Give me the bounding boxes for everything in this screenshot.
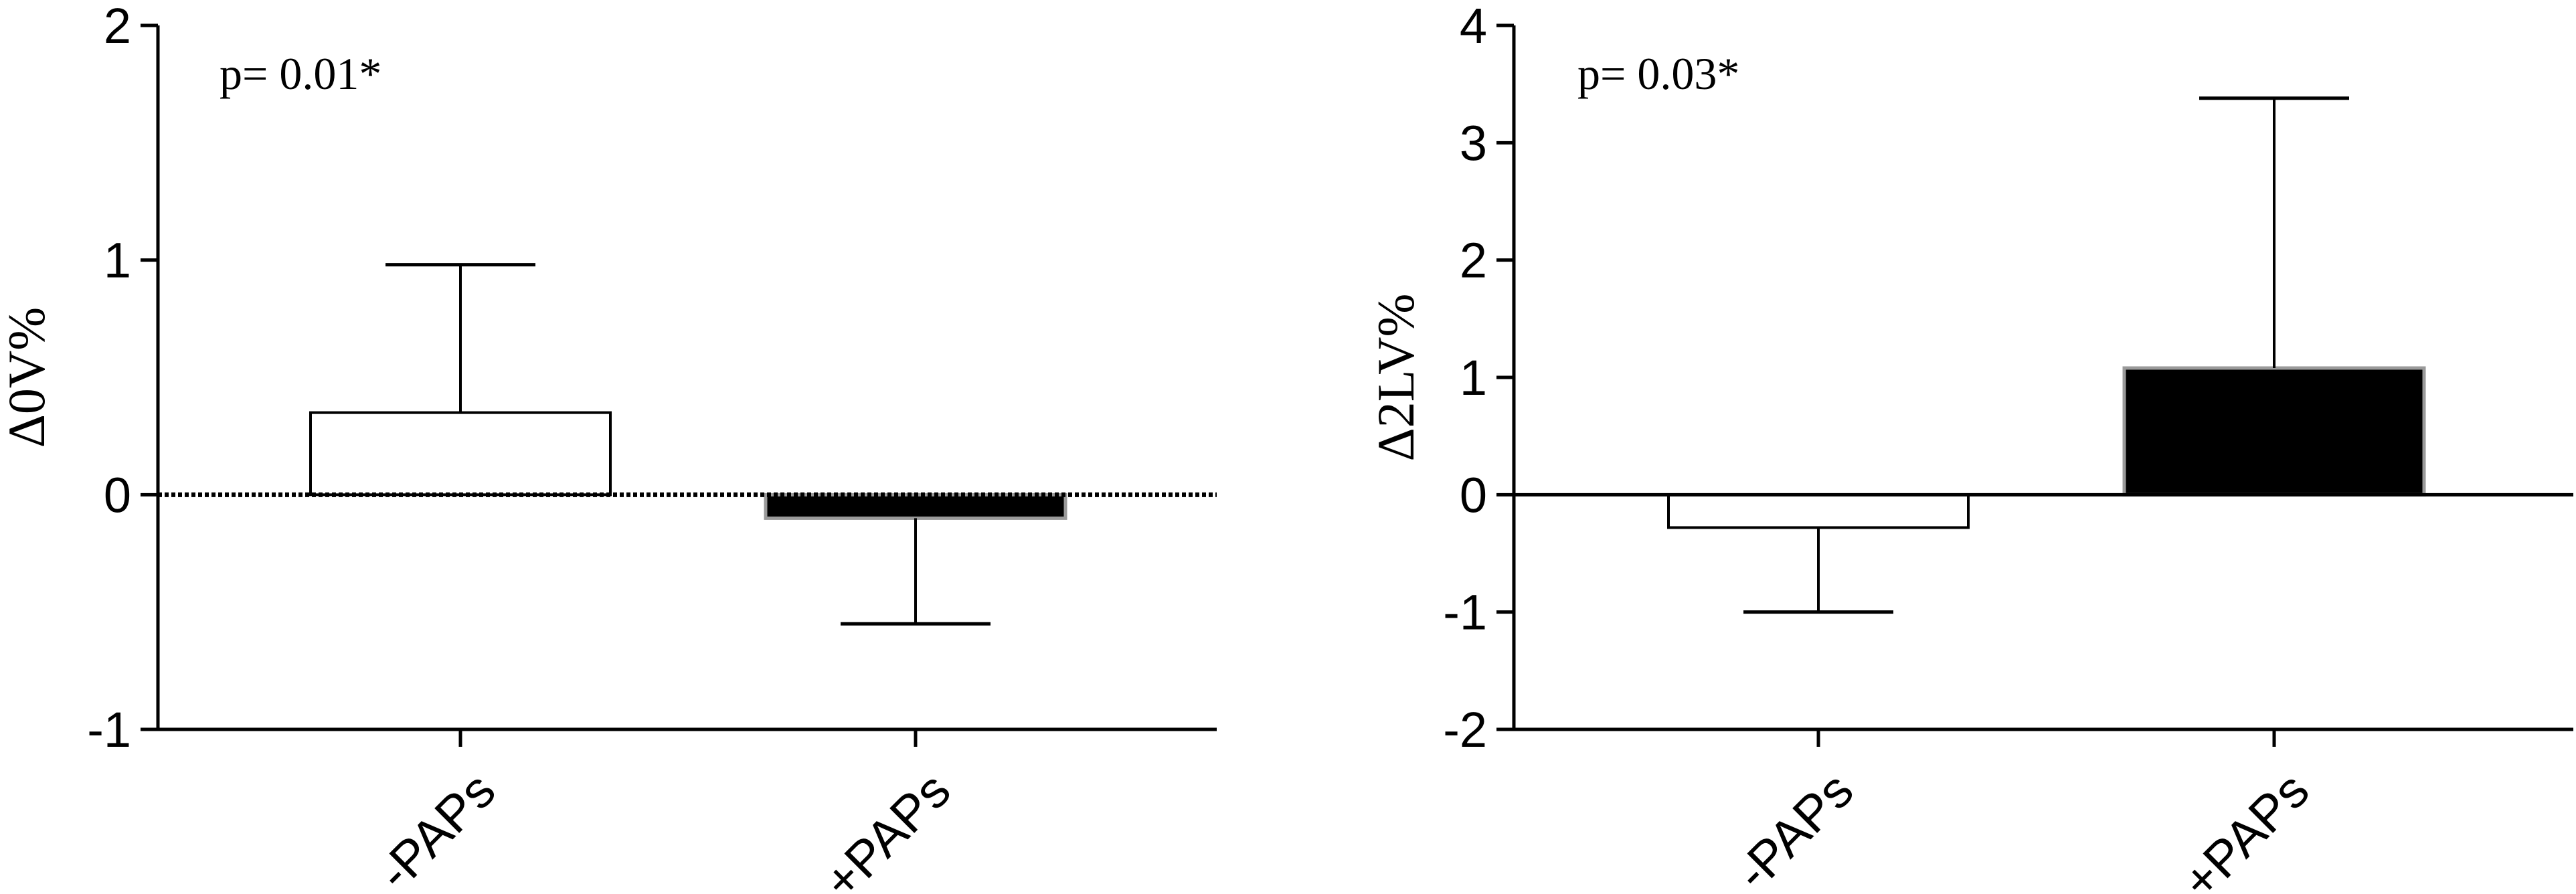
chart-panel-2: -2 -1 0 1 2 3 4 -PAPs +PAPs Δ2LV% p= 0.03* bbox=[1367, 0, 2573, 894]
y-tick-label: 0 bbox=[1460, 467, 1487, 523]
chart-panel-1: -1 0 1 2 -PAPs +PAPs Δ0V% p= 0.01* bbox=[0, 0, 1217, 894]
x-tick-label: +PAPs bbox=[2172, 762, 2320, 891]
p-value-annotation: p= 0.03* bbox=[1577, 48, 1739, 99]
y-tick-label: -2 bbox=[1443, 702, 1487, 757]
bar-paps bbox=[1667, 493, 1970, 529]
x-tick-label: -PAPs bbox=[367, 762, 506, 891]
y-tick-label: 2 bbox=[104, 0, 131, 54]
y-axis-label: Δ0V% bbox=[0, 307, 56, 448]
y-tick-label: 4 bbox=[1460, 0, 1487, 54]
y-tick-label: -1 bbox=[1443, 585, 1487, 640]
y-axis-label: Δ2LV% bbox=[1367, 294, 1425, 462]
x-tick-label: +PAPs bbox=[813, 762, 962, 891]
y-tick-label: 2 bbox=[1460, 233, 1487, 288]
y-tick-label: 3 bbox=[1460, 115, 1487, 171]
bar-paps bbox=[2122, 366, 2426, 497]
y-tick-label: -1 bbox=[87, 702, 131, 757]
p-value-annotation: p= 0.01* bbox=[220, 48, 381, 99]
y-tick-label: 1 bbox=[1460, 350, 1487, 406]
y-tick-label: 0 bbox=[104, 467, 131, 523]
y-tick-label: 1 bbox=[104, 233, 131, 288]
bar-paps bbox=[764, 493, 1067, 520]
bar-paps bbox=[309, 411, 612, 497]
x-tick-label: -PAPs bbox=[1725, 762, 1864, 891]
